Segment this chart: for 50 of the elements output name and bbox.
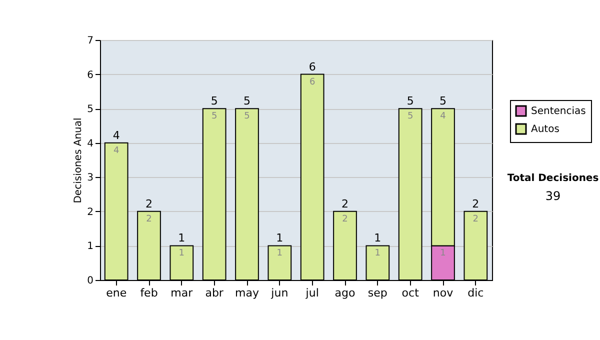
y-tick-label: 4 [87,138,94,150]
y-tick-label: 2 [87,206,94,218]
data-label: 1 [178,248,185,259]
x-tick-label: abr [205,286,224,300]
y-tick-label: 3 [87,172,94,184]
legend-label: Sentencias [531,106,586,117]
y-tick-label: 1 [87,241,94,252]
data-label: 5 [407,112,414,122]
total-label: 4 [112,128,120,142]
data-label: 5 [244,112,250,122]
total-label: 2 [146,197,152,210]
x-tick-label: nov [432,286,454,300]
x-tick-label: feb [140,286,158,300]
x-tick-label: ene [106,286,127,300]
y-tick-label: 0 [87,276,94,286]
total-label: 5 [406,94,414,108]
x-tick-label: ago [334,286,356,300]
data-label: 5 [211,112,218,122]
total-label: 2 [342,197,348,210]
x-tick-label: jul [304,286,319,300]
legend-label: Autos [531,124,560,135]
total-label: 2 [472,197,480,210]
y-tick-label: 5 [87,104,94,116]
x-tick-label: jun [270,286,288,300]
total-label: 6 [308,60,316,74]
data-label: 1 [374,248,381,259]
x-tick-label: dic [468,286,484,300]
data-label: 2 [342,214,348,224]
data-label: 2 [146,214,152,224]
text: Total Decisiones [507,173,599,184]
x-tick-label: mar [170,286,194,300]
data-label: 2 [472,214,479,224]
data-label: 1 [276,248,283,259]
total-label: 1 [276,232,284,245]
x-tick-label: oct [402,286,420,300]
y-tick-label: 6 [87,70,94,81]
data-label: 6 [309,77,316,88]
x-tick-label: may [235,286,260,300]
total-label: 1 [178,232,186,245]
total-label: 5 [244,94,250,108]
data-label: 1 [440,248,446,259]
text: 39 [545,189,561,203]
total-label: 5 [440,94,446,108]
y-axis-title: Decisiones Anual [73,118,84,204]
total-label: 1 [374,232,382,245]
x-tick-label: sep [368,286,388,300]
data-label: 4 [440,112,446,122]
data-label: 4 [113,146,120,156]
y-tick-label: 7 [87,36,94,46]
total-label: 5 [210,94,218,108]
